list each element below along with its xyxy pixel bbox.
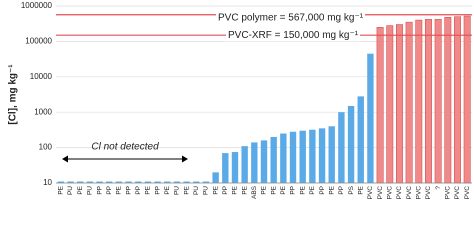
label-background (216, 7, 366, 21)
x-tick-label: PVC (454, 186, 461, 200)
bar (415, 19, 423, 184)
y-axis-label: [Cl], mg kg⁻¹ (8, 64, 19, 125)
label-background (226, 28, 361, 42)
x-tick-label: PP (96, 186, 103, 195)
bar (405, 21, 413, 184)
bar (241, 146, 248, 183)
bar (434, 19, 442, 184)
x-tick-label: PP (135, 186, 142, 195)
bar (154, 181, 161, 183)
bar (357, 96, 364, 183)
x-tick-label: PVC (377, 186, 384, 200)
y-tick-label: 10000 (30, 72, 53, 81)
reference-label: PVC-XRF = 150,000 mg kg⁻¹ (228, 30, 359, 41)
bar (299, 130, 306, 183)
x-tick-label: PE (183, 185, 190, 194)
bar (96, 181, 103, 183)
x-tick-label: PP (125, 186, 132, 195)
bar (425, 19, 432, 184)
bar (395, 24, 403, 184)
x-tick-label: PVC (425, 186, 432, 200)
y-tick-label: 10 (43, 178, 52, 187)
x-tick-label: PP (154, 186, 161, 195)
bar (376, 27, 384, 184)
x-tick-label: PE (58, 185, 65, 194)
bar (338, 112, 345, 183)
bar (318, 128, 326, 183)
x-tick-label: PU (67, 186, 74, 195)
x-tick-label: PE (280, 185, 287, 194)
bar (67, 181, 74, 183)
x-tick-label: PP (222, 186, 229, 195)
x-tick-label: PE (145, 185, 152, 194)
x-tick-label: PP (106, 186, 113, 195)
x-tick-label: ABS (251, 185, 258, 199)
x-tick-label: PVC (406, 186, 413, 200)
bar (386, 25, 394, 184)
x-tick-label: PE (212, 185, 219, 194)
bar (270, 136, 277, 183)
x-tick-label: PE (241, 185, 248, 194)
x-tick-label: PU (87, 186, 94, 195)
bar (164, 181, 171, 183)
x-tick-label: PP (290, 186, 297, 195)
x-tick-label: PVC (386, 186, 393, 200)
x-tick-label: PE (270, 185, 277, 194)
x-tick-label: PVC (416, 186, 423, 200)
x-tick-label: PE (261, 185, 268, 194)
bar (57, 181, 65, 183)
y-tick-label: 1000000 (21, 1, 53, 10)
bar (115, 181, 123, 183)
x-tick-label: PE (299, 185, 306, 194)
x-tick-label: ? (435, 186, 442, 190)
bar (280, 133, 287, 183)
x-tick-label: PU (174, 186, 181, 195)
reference-label: PVC polymer = 567,000 mg kg⁻¹ (218, 12, 364, 23)
bar (347, 105, 355, 183)
x-tick-label: PE (309, 185, 316, 194)
x-tick-label: PVC (367, 186, 374, 200)
x-tick-label: PU (203, 186, 210, 195)
bar (454, 16, 461, 184)
x-tick-label: PU (193, 186, 200, 195)
bar (86, 181, 94, 183)
y-tick-label: 1000 (34, 107, 52, 116)
bar (193, 181, 200, 183)
x-tick-label: PP (319, 186, 326, 195)
y-tick-label: 100000 (25, 37, 52, 46)
bar (125, 181, 132, 183)
x-tick-label: PVC (464, 186, 471, 200)
bar (144, 181, 152, 183)
bar (289, 131, 297, 183)
x-tick-label: PE (328, 185, 335, 194)
x-tick-label: PE (232, 185, 239, 194)
bar (222, 153, 229, 183)
bar (76, 181, 84, 183)
bar (212, 172, 219, 183)
x-tick-label: PE (357, 185, 364, 194)
x-tick-label: PE (164, 185, 171, 194)
x-tick-label: PE (77, 185, 84, 194)
bar (202, 181, 210, 183)
bar (328, 126, 335, 183)
bar (444, 17, 452, 184)
x-tick-label: PP (338, 186, 345, 195)
bar (173, 181, 181, 183)
bar (135, 181, 142, 183)
x-tick-label: PVC (445, 186, 452, 200)
bar (106, 181, 113, 183)
bar (463, 15, 471, 184)
chart: 10 100 1000 10000 100000 1000000 [Cl], mg kg⁻¹… (8, 1, 472, 200)
x-tick-label: PS (348, 185, 355, 194)
bar (260, 140, 268, 183)
bar (251, 142, 258, 183)
annotation: Cl not detected (91, 142, 159, 153)
x-tick-label: PE (116, 185, 123, 194)
bar (183, 181, 190, 183)
bar (367, 53, 374, 184)
y-tick-label: 100 (39, 143, 53, 152)
x-tick-label: PVC (396, 186, 403, 200)
bar (309, 129, 316, 183)
bar (231, 152, 239, 183)
